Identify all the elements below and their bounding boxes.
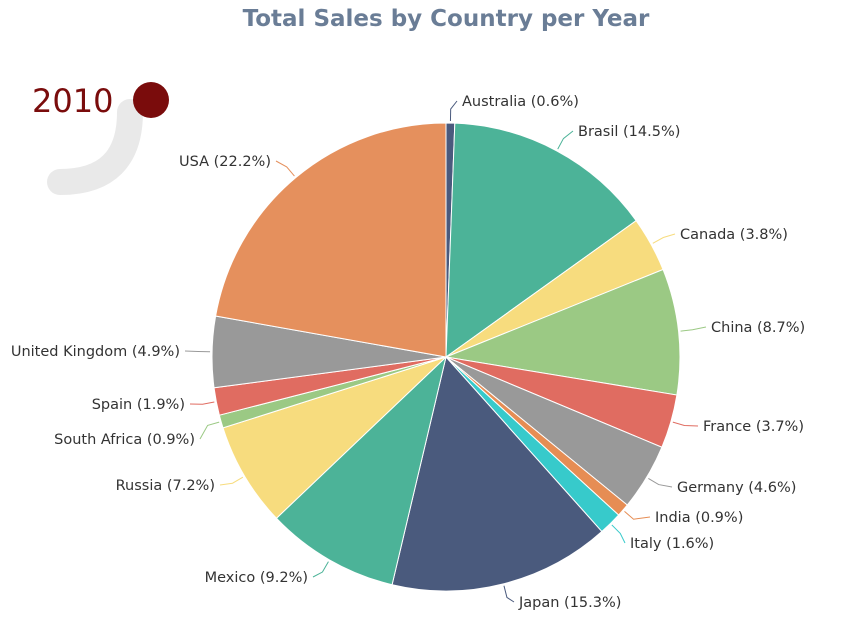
label-connector: [189, 401, 215, 405]
label-connector: [503, 585, 515, 603]
label-connector: [312, 561, 329, 578]
slice-label: USA (22.2%): [179, 154, 271, 170]
pie-slice[interactable]: [222, 356, 447, 519]
pie-slice[interactable]: [275, 355, 447, 586]
slice-label: Australia (0.6%): [462, 94, 579, 110]
label-connector: [199, 421, 220, 440]
year-slider-track: [47, 82, 169, 195]
slice-label: Mexico (9.2%): [205, 570, 308, 586]
year-label: 2010: [32, 82, 114, 120]
slice-label: United Kingdom (4.9%): [11, 344, 180, 360]
pie-slice[interactable]: [391, 355, 603, 592]
slice-label: Russia (7.2%): [116, 478, 215, 494]
slice-label: India (0.9%): [655, 510, 743, 526]
slice-label: South Africa (0.9%): [54, 432, 195, 448]
label-connectors: [184, 100, 707, 603]
label-connector: [275, 160, 295, 177]
slice-label: Brasil (14.5%): [578, 124, 680, 140]
slice-label: Italy (1.6%): [630, 536, 714, 552]
label-connector: [449, 100, 458, 122]
label-connector: [652, 233, 676, 244]
year-slider[interactable]: 2010: [30, 78, 180, 208]
slice-label: Canada (3.8%): [680, 227, 788, 243]
label-connector: [184, 350, 211, 353]
label-connector: [219, 476, 244, 486]
chart-title: Total Sales by Country per Year: [242, 6, 650, 32]
pie-slice[interactable]: [444, 268, 681, 396]
slice-label: China (8.7%): [711, 320, 805, 336]
pie-slices: [211, 122, 681, 592]
slice-label: Japan (15.3%): [518, 595, 621, 611]
year-slider-thumb[interactable]: [133, 82, 169, 118]
label-connector: [648, 477, 673, 488]
label-connector: [557, 130, 574, 150]
pie-slice[interactable]: [445, 122, 637, 359]
label-connector: [672, 421, 699, 427]
label-connector: [624, 511, 651, 520]
pie-slice[interactable]: [215, 122, 447, 358]
slice-label: Spain (1.9%): [92, 397, 185, 413]
label-connector: [611, 524, 626, 544]
slice-labels: Australia (0.6%) Brasil (14.5%) Canada (3.…: [11, 94, 805, 611]
label-connector: [680, 326, 707, 332]
slice-label: Germany (4.6%): [677, 480, 796, 496]
slice-label: France (3.7%): [703, 419, 804, 435]
